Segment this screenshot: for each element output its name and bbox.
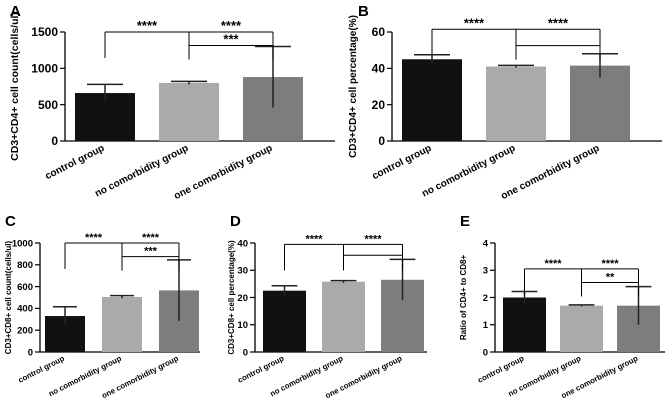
y-axis-label: CD3+CD8+ cell percentage(%) [227,240,236,355]
x-tick-label: control group [476,354,525,385]
y-tick-label: 20 [372,98,386,112]
panel-letter: D [230,213,241,230]
bar-2 [560,305,603,352]
bar-2 [322,281,365,352]
y-tick-label: 0 [378,134,385,148]
y-tick-label: 40 [237,238,248,249]
y-tick-label: 10 [237,320,248,331]
panel-b: B 0 20 40 60 CD3+CD4+ cell percentage(%) contr… [348,3,662,202]
y-tick-label: 0 [28,347,33,358]
y-tick-label: 3 [483,266,488,277]
y-tick-label: 1000 [31,62,58,76]
y-tick-label: 20 [237,293,248,304]
sig-label: **** [85,232,103,244]
y-tick-label: 600 [17,282,33,293]
y-tick-label: 30 [237,266,248,277]
bar-2 [486,66,546,141]
panel-a: A 0 500 1000 1500 CD3+CD4+ cell count(cells/u… [9,3,335,202]
sig-label: **** [305,233,323,245]
y-tick-label: 800 [17,260,33,271]
panel-letter: E [460,213,470,230]
sig-label: ** [606,272,615,284]
y-axis-label: Ratio of CD4+ to CD8+ [459,255,468,341]
sig-label: **** [544,258,562,270]
x-tick-label: control group [43,143,106,182]
y-tick-label: 0 [51,134,58,148]
panel-letter: C [5,213,16,230]
y-tick-label: 0 [243,347,248,358]
y-tick-label: 1000 [12,238,33,249]
y-tick-label: 60 [372,25,386,39]
y-tick-label: 1 [483,320,489,331]
bar-2 [159,82,219,141]
sig-label: **** [464,15,485,30]
y-axis-label: CD3+CD4+ cell count(cells/ul) [9,12,21,161]
sig-label: *** [223,31,239,46]
x-tick-label: control group [236,354,285,385]
y-tick-label: 4 [483,238,489,249]
y-tick-label: 400 [17,304,33,315]
y-tick-label: 0 [483,347,488,358]
sig-label: **** [364,233,382,245]
bar-1 [503,297,546,352]
bar-3 [570,65,630,141]
sig-label: **** [137,18,158,33]
panel-e: E 0 1 2 3 4 Ratio of CD4+ to CD8+ control group… [459,213,665,400]
y-axis-label: CD3+CD4+ cell percentage(%) [348,15,359,158]
x-tick-label: control group [17,354,66,385]
bar-2 [102,296,142,352]
y-tick-label: 40 [372,62,386,76]
x-tick-label: control group [370,143,433,182]
sig-label: **** [548,15,569,30]
bar-1 [263,290,306,352]
y-tick-label: 200 [17,326,33,337]
sig-label: **** [221,18,242,33]
sig-label: **** [142,232,160,244]
bar-1 [402,59,462,141]
sig-label: *** [144,246,158,258]
panel-letter: B [358,3,369,20]
y-tick-label: 1500 [31,25,58,39]
y-tick-label: 500 [38,98,58,112]
y-axis-label: CD3+CD8+ cell count(cells/ul) [4,240,13,354]
y-tick-label: 2 [483,293,488,304]
panel-letter: A [10,3,21,20]
sig-label: **** [601,258,619,270]
